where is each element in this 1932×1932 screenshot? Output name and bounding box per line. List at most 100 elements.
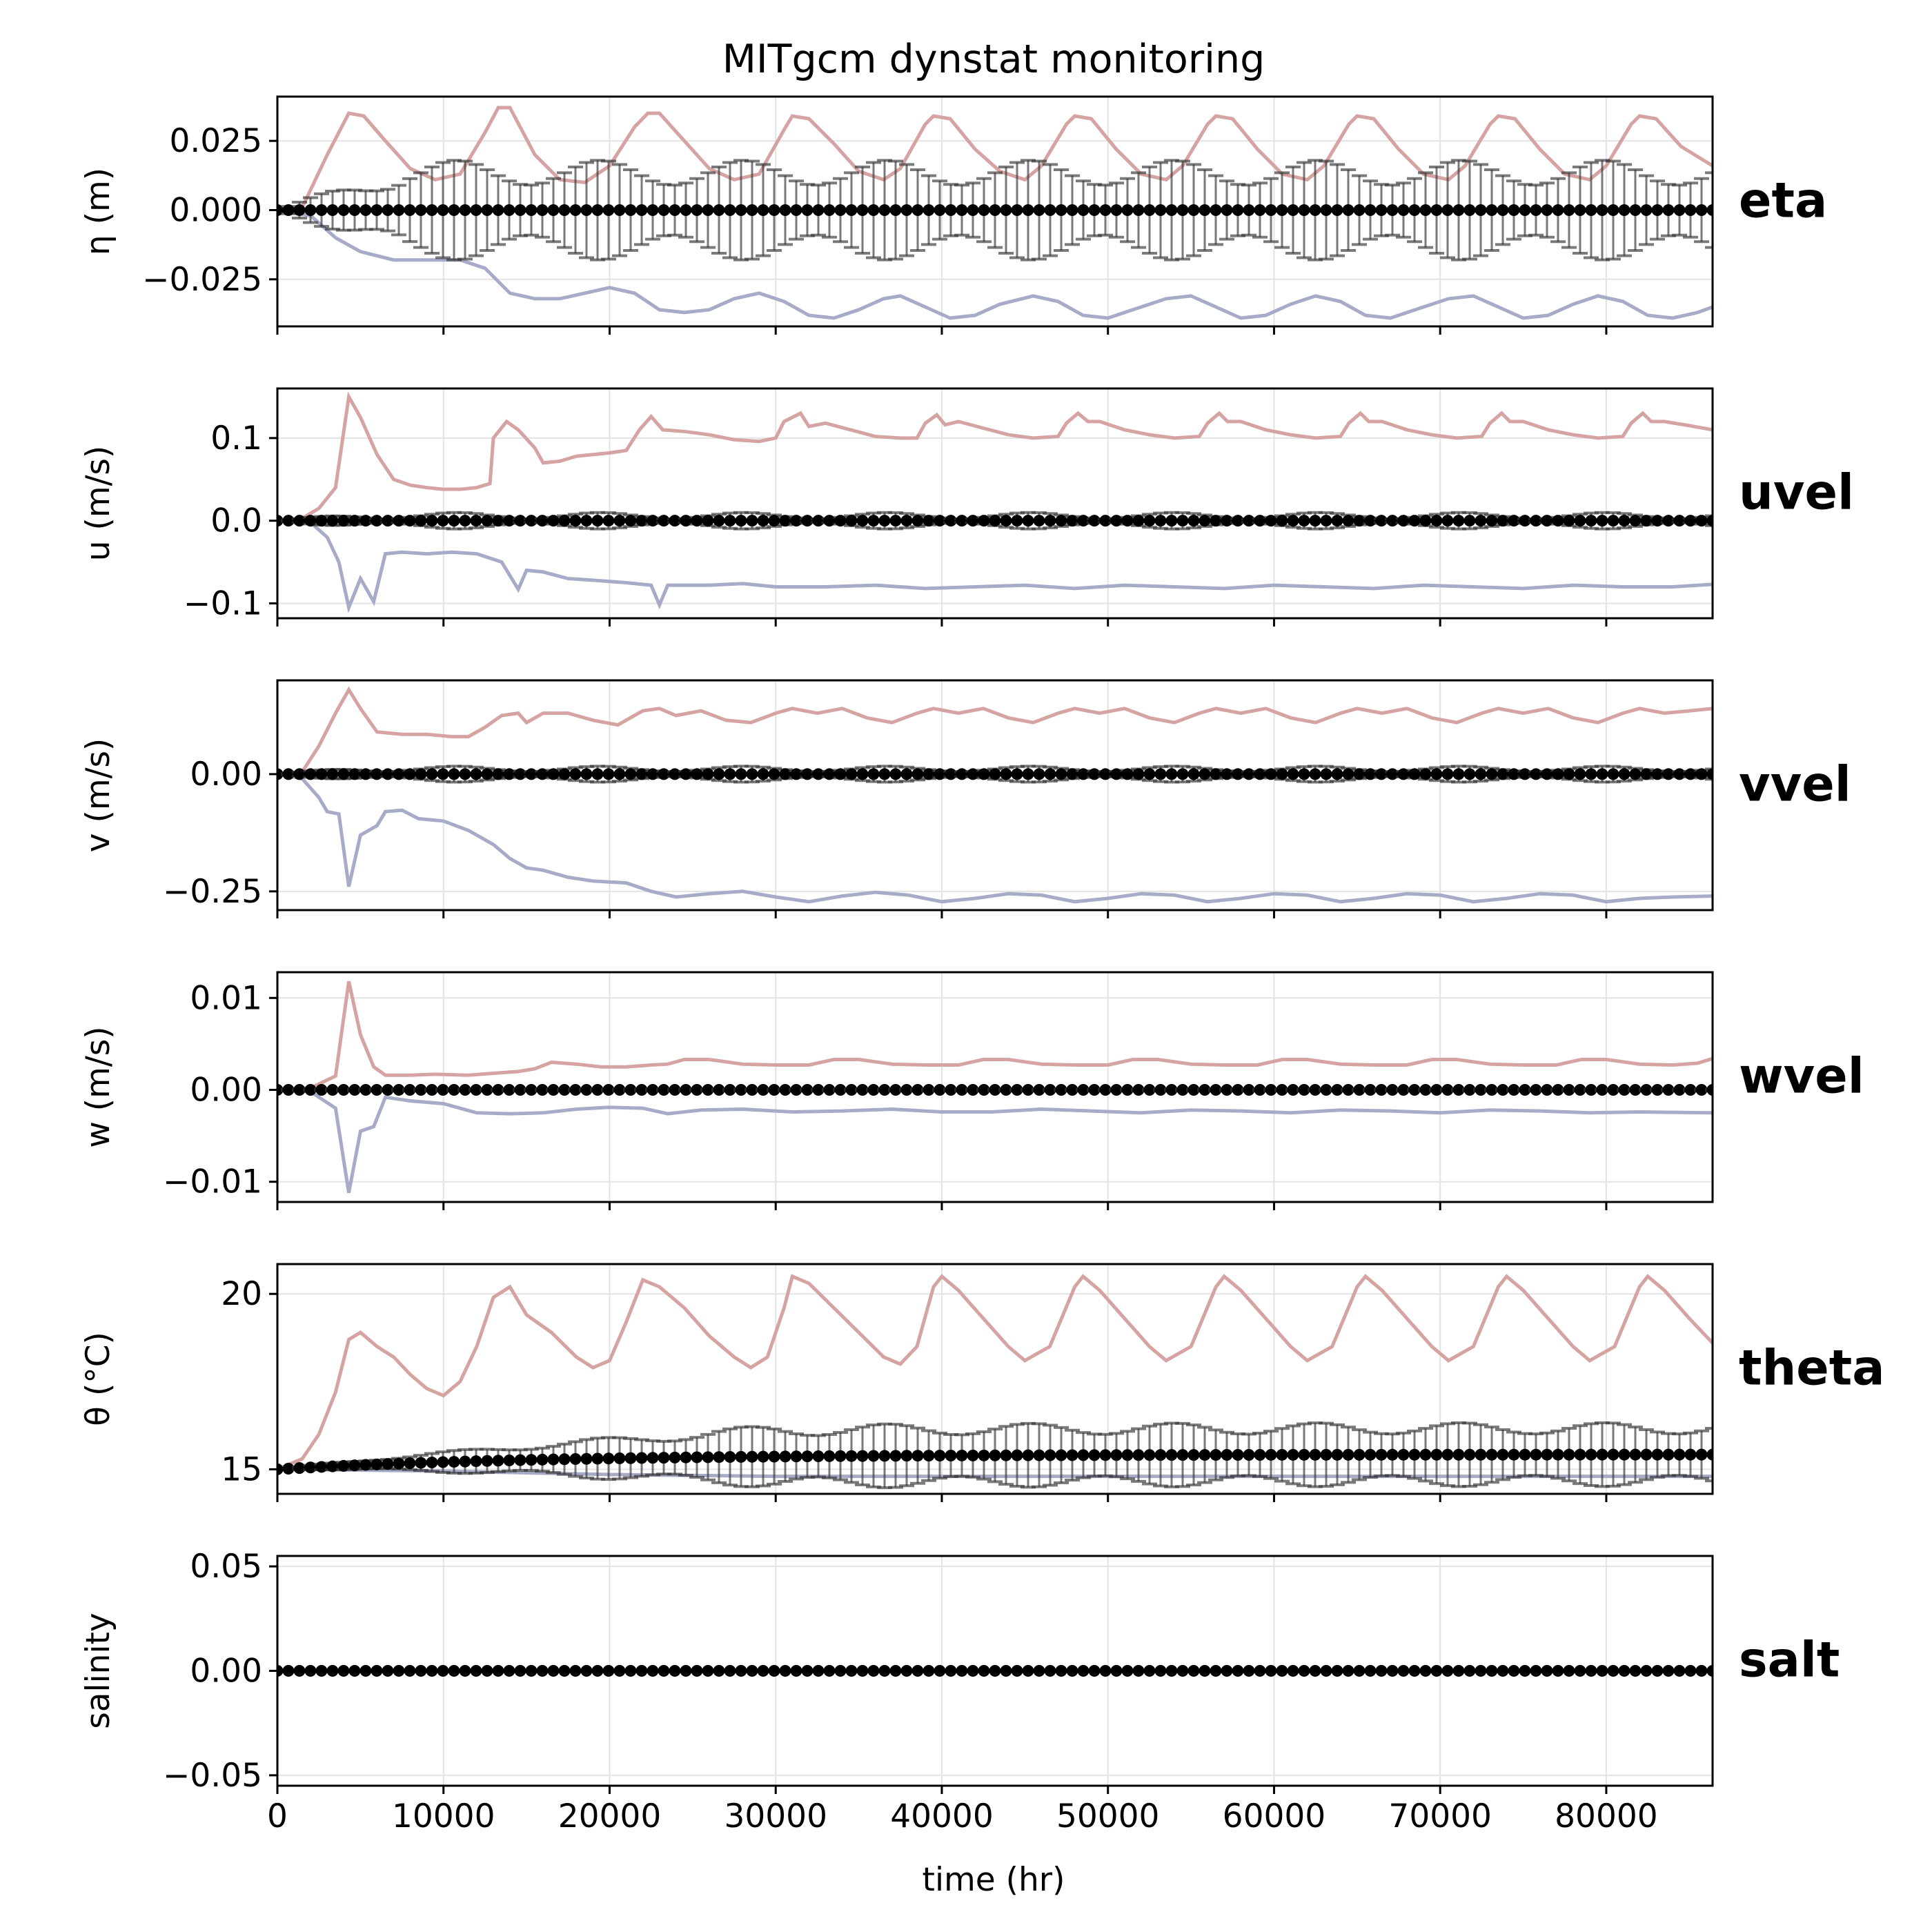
- mean-marker: [348, 1665, 361, 1677]
- mean-marker: [1287, 204, 1299, 216]
- x-tick-label: 70000: [1388, 1797, 1492, 1835]
- mean-marker: [1508, 204, 1520, 216]
- mean-marker: [359, 515, 372, 527]
- mean-marker: [1662, 1448, 1675, 1461]
- mean-marker: [1386, 768, 1399, 780]
- mean-marker: [823, 1450, 836, 1462]
- mean-marker: [426, 515, 438, 527]
- mean-marker: [878, 204, 891, 216]
- mean-marker: [1640, 1083, 1653, 1096]
- mean-marker: [823, 1665, 836, 1677]
- mean-marker: [768, 1450, 780, 1463]
- mean-marker: [812, 515, 825, 527]
- mean-marker: [1430, 515, 1443, 527]
- mean-marker: [635, 1665, 648, 1677]
- mean-marker: [1309, 1665, 1321, 1677]
- mean-marker: [1298, 768, 1310, 780]
- mean-marker: [713, 204, 725, 216]
- mean-marker: [1298, 1083, 1310, 1096]
- mean-marker: [1165, 768, 1178, 780]
- mean-marker: [647, 1083, 659, 1096]
- mean-marker: [801, 1083, 814, 1096]
- mean-marker: [315, 515, 328, 527]
- plot-area: [277, 980, 1713, 1194]
- mean-marker: [1618, 1083, 1630, 1096]
- mean-marker: [1055, 515, 1067, 527]
- y-tick-label: 0.05: [190, 1548, 262, 1586]
- mean-marker: [691, 204, 703, 216]
- mean-marker: [713, 1451, 725, 1463]
- mean-marker: [1574, 1083, 1586, 1096]
- axes-frame: [276, 679, 1714, 911]
- mean-marker: [1684, 204, 1697, 216]
- mean-marker: [1154, 1083, 1167, 1096]
- mean-marker: [911, 1450, 924, 1462]
- mean-marker: [1552, 1083, 1564, 1096]
- mean-marker: [624, 1665, 637, 1677]
- mean-marker: [1563, 204, 1575, 216]
- mean-marker: [1640, 1665, 1653, 1677]
- mean-marker: [326, 768, 339, 780]
- mean-marker: [867, 515, 880, 527]
- min-line: [277, 519, 1713, 613]
- mean-marker: [1154, 204, 1167, 216]
- mean-marker: [1320, 515, 1332, 527]
- mean-marker: [1353, 204, 1366, 216]
- mean-marker: [1640, 1448, 1653, 1461]
- mean-marker: [967, 204, 979, 216]
- mean-marker: [1143, 515, 1156, 527]
- mean-marker: [492, 515, 504, 527]
- panel-theta: 20 15 θ (°C) theta: [79, 1263, 1884, 1502]
- mean-marker: [889, 515, 902, 527]
- mean-marker: [1232, 1665, 1244, 1677]
- mean-marker: [481, 204, 493, 216]
- mean-marker: [735, 515, 747, 527]
- mean-marker: [1508, 1083, 1520, 1096]
- mean-marker: [1221, 1665, 1233, 1677]
- mean-marker: [1154, 1449, 1167, 1461]
- mean-marker: [558, 1665, 571, 1677]
- mean-marker: [1088, 1665, 1101, 1677]
- mean-marker: [547, 1665, 560, 1677]
- mean-marker: [923, 1083, 935, 1096]
- mean-marker: [647, 768, 659, 780]
- mean-marker: [569, 1665, 582, 1677]
- mean-marker: [1375, 768, 1388, 780]
- mean-marker: [680, 1083, 692, 1096]
- mean-marker: [492, 1665, 504, 1677]
- mean-marker: [1165, 1449, 1178, 1461]
- mean-marker: [956, 1083, 968, 1096]
- mean-marker: [1331, 1448, 1343, 1461]
- mean-marker: [1132, 1449, 1145, 1461]
- mean-marker: [1221, 1083, 1233, 1096]
- mean-marker: [1353, 1665, 1366, 1677]
- mean-marker: [1265, 1665, 1277, 1677]
- y-tick-label: −0.025: [142, 261, 262, 299]
- mean-marker: [1298, 204, 1310, 216]
- x-tick-label: 50000: [1056, 1797, 1160, 1835]
- mean-marker: [448, 1083, 460, 1096]
- mean-marker: [1331, 204, 1343, 216]
- mean-marker: [1066, 515, 1078, 527]
- mean-marker: [978, 768, 990, 780]
- mean-marker: [1386, 515, 1399, 527]
- mean-marker: [1441, 515, 1454, 527]
- mean-marker: [1232, 1083, 1244, 1096]
- mean-marker: [1397, 768, 1410, 780]
- mean-marker: [1199, 1083, 1211, 1096]
- mean-marker: [1287, 1448, 1299, 1461]
- mean-marker: [1452, 768, 1465, 780]
- mean-marker: [1298, 515, 1310, 527]
- mean-marker: [1276, 1448, 1288, 1461]
- mean-marker: [1673, 1448, 1686, 1461]
- mean-marker: [1243, 515, 1255, 527]
- mean-marker: [1386, 1448, 1399, 1461]
- mean-marker: [691, 768, 703, 780]
- mean-marker: [812, 1450, 825, 1462]
- mean-marker: [1243, 1665, 1255, 1677]
- mean-marker: [1618, 1448, 1630, 1461]
- mean-marker: [404, 1665, 416, 1677]
- mean-marker: [525, 1454, 538, 1466]
- mean-marker: [470, 515, 482, 527]
